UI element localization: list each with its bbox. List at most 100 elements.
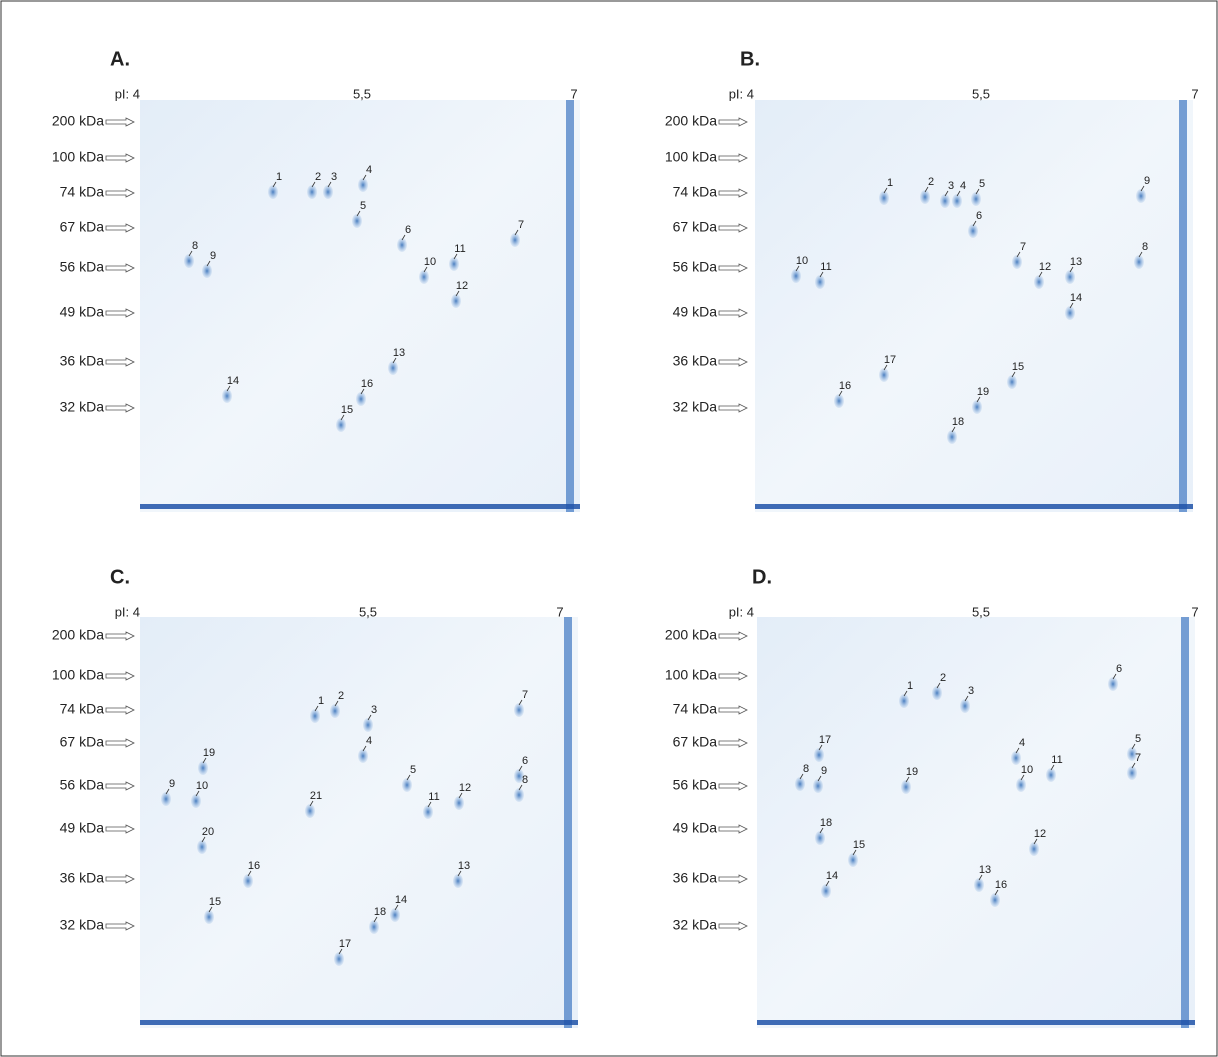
protein-spot: [920, 190, 930, 204]
protein-spot: [960, 699, 970, 713]
protein-spot: [814, 748, 824, 762]
mw-label: 32 kDa: [60, 917, 105, 933]
spot-label: 1: [318, 695, 324, 707]
mw-label: 67 kDa: [60, 219, 105, 235]
mw-label: 100 kDa: [52, 667, 104, 683]
protein-spot: [358, 178, 368, 192]
spot-label: 13: [393, 347, 405, 359]
mw-label: 100 kDa: [665, 149, 717, 165]
gel-edge-right: [1181, 617, 1189, 1028]
gel-edge-right: [1179, 100, 1187, 512]
mw-label: 56 kDa: [673, 777, 718, 793]
protein-spot: [307, 185, 317, 199]
mw-label: 67 kDa: [673, 219, 718, 235]
spot-label: 18: [374, 906, 386, 918]
protein-spot: [1034, 275, 1044, 289]
mw-label: 67 kDa: [60, 734, 105, 750]
mw-label: 36 kDa: [60, 353, 105, 369]
protein-spot: [197, 840, 207, 854]
spot-label: 2: [338, 690, 344, 702]
mw-label: 49 kDa: [673, 304, 718, 320]
spot-label: 8: [803, 763, 809, 775]
protein-spot: [968, 224, 978, 238]
spot-label: 19: [906, 766, 918, 778]
spot-label: 1: [887, 177, 893, 189]
gel-edge-right: [566, 100, 574, 512]
spot-label: 14: [227, 375, 239, 387]
spot-label: 9: [821, 765, 827, 777]
protein-spot: [879, 368, 889, 382]
protein-spot: [352, 214, 362, 228]
spot-label: 15: [341, 404, 353, 416]
spot-label: 9: [1144, 175, 1150, 187]
protein-spot: [161, 792, 171, 806]
mw-label: 74 kDa: [673, 184, 718, 200]
protein-spot: [268, 185, 278, 199]
protein-spot: [901, 780, 911, 794]
spot-label: 18: [820, 817, 832, 829]
spot-label: 3: [948, 180, 954, 192]
panel-label: B.: [740, 48, 760, 70]
spot-label: 16: [248, 860, 260, 872]
mw-label: 200 kDa: [52, 113, 104, 129]
spot-label: 3: [968, 685, 974, 697]
spot-label: 17: [819, 734, 831, 746]
protein-spot: [449, 257, 459, 271]
spot-label: 7: [522, 689, 528, 701]
pi-label: 5,5: [353, 86, 371, 101]
spot-label: 11: [428, 791, 439, 803]
gel-edge-right: [564, 617, 572, 1028]
gel: [140, 100, 580, 512]
protein-spot: [1065, 306, 1075, 320]
protein-spot: [419, 270, 429, 284]
protein-spot: [815, 831, 825, 845]
protein-spot: [453, 874, 463, 888]
gel-edge-bottom: [140, 1020, 578, 1025]
spot-label: 17: [339, 938, 351, 950]
spot-label: 13: [1070, 256, 1082, 268]
mw-label: 32 kDa: [673, 399, 718, 415]
protein-spot: [184, 254, 194, 268]
protein-spot: [1046, 768, 1056, 782]
protein-spot: [202, 264, 212, 278]
spot-label: 19: [203, 747, 215, 759]
spot-label: 11: [1051, 754, 1062, 766]
protein-spot: [821, 884, 831, 898]
protein-spot: [514, 703, 524, 717]
spot-label: 16: [361, 378, 373, 390]
pi-label: pI: 4: [115, 86, 140, 101]
protein-spot: [454, 796, 464, 810]
spot-label: 6: [1116, 663, 1122, 675]
protein-spot: [879, 191, 889, 205]
gel: [140, 617, 578, 1028]
mw-label: 32 kDa: [673, 917, 718, 933]
protein-spot: [358, 749, 368, 763]
spot-label: 12: [459, 782, 471, 794]
mw-label: 49 kDa: [60, 304, 105, 320]
protein-spot: [402, 778, 412, 792]
spot-label: 3: [331, 171, 337, 183]
protein-spot: [834, 394, 844, 408]
spot-label: 20: [202, 826, 214, 838]
spot-label: 6: [976, 210, 982, 222]
protein-spot: [947, 430, 957, 444]
spot-label: 12: [1034, 828, 1046, 840]
protein-spot: [899, 694, 909, 708]
spot-label: 5: [1135, 733, 1141, 745]
spot-label: 15: [853, 839, 865, 851]
panel-label: C.: [110, 566, 130, 588]
protein-spot: [1127, 766, 1137, 780]
spot-label: 13: [979, 864, 991, 876]
spot-label: 10: [1021, 764, 1033, 776]
spot-label: 9: [169, 778, 175, 790]
pi-label: 7: [570, 86, 577, 101]
protein-spot: [388, 361, 398, 375]
protein-spot: [243, 874, 253, 888]
protein-spot: [369, 920, 379, 934]
mw-label: 200 kDa: [52, 627, 104, 643]
protein-spot: [1016, 778, 1026, 792]
protein-spot: [222, 389, 232, 403]
spot-label: 9: [210, 250, 216, 262]
mw-label: 36 kDa: [60, 870, 105, 886]
protein-spot: [323, 185, 333, 199]
